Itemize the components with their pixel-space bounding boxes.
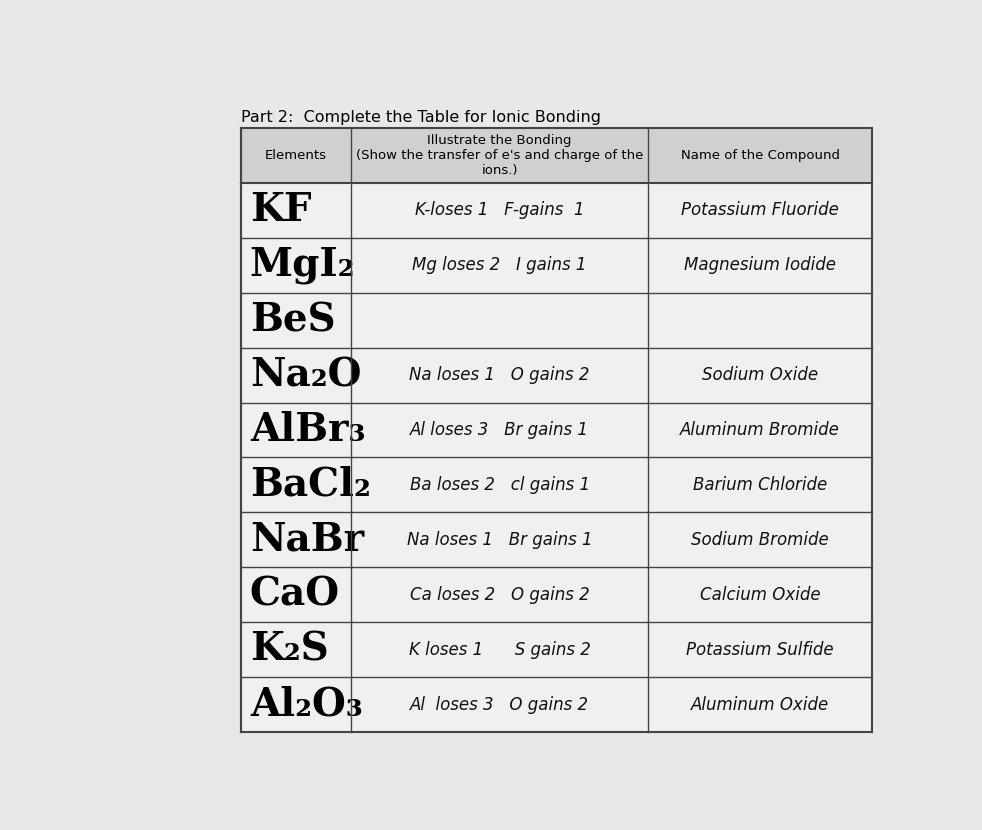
Text: Ba loses 2   cl gains 1: Ba loses 2 cl gains 1 [409, 476, 590, 494]
Text: Mg loses 2   I gains 1: Mg loses 2 I gains 1 [412, 256, 587, 274]
Text: AlBr₃: AlBr₃ [249, 411, 365, 449]
Text: Na₂O: Na₂O [249, 356, 361, 394]
Text: Part 2:  Complete the Table for Ionic Bonding: Part 2: Complete the Table for Ionic Bon… [241, 110, 601, 125]
Text: Na loses 1   Br gains 1: Na loses 1 Br gains 1 [407, 531, 592, 549]
FancyBboxPatch shape [241, 677, 872, 732]
Text: Potassium Fluoride: Potassium Fluoride [682, 201, 840, 219]
Text: BaCl₂: BaCl₂ [249, 466, 371, 504]
Text: NaBr: NaBr [249, 521, 364, 559]
Text: BeS: BeS [249, 301, 336, 339]
Text: Calcium Oxide: Calcium Oxide [700, 586, 821, 604]
Text: Al loses 3   Br gains 1: Al loses 3 Br gains 1 [410, 421, 589, 439]
Text: Potassium Sulfide: Potassium Sulfide [686, 641, 834, 659]
Text: K loses 1      S gains 2: K loses 1 S gains 2 [409, 641, 590, 659]
Text: K₂S: K₂S [249, 631, 329, 669]
Text: Sodium Oxide: Sodium Oxide [702, 366, 818, 384]
Text: MgI₂: MgI₂ [249, 247, 355, 284]
Text: CaO: CaO [249, 576, 340, 614]
FancyBboxPatch shape [241, 293, 872, 348]
Text: Aluminum Oxide: Aluminum Oxide [691, 696, 830, 714]
Text: Sodium Bromide: Sodium Bromide [691, 531, 829, 549]
Text: Magnesium Iodide: Magnesium Iodide [684, 256, 837, 274]
Text: Barium Chloride: Barium Chloride [693, 476, 828, 494]
FancyBboxPatch shape [241, 348, 872, 403]
Text: KF: KF [249, 191, 311, 229]
FancyBboxPatch shape [241, 237, 872, 293]
FancyBboxPatch shape [241, 403, 872, 457]
Text: Illustrate the Bonding
(Show the transfer of e's and charge of the
ions.): Illustrate the Bonding (Show the transfe… [356, 134, 643, 177]
FancyBboxPatch shape [241, 457, 872, 512]
Text: Al  loses 3   O gains 2: Al loses 3 O gains 2 [410, 696, 589, 714]
Text: Na loses 1   O gains 2: Na loses 1 O gains 2 [409, 366, 590, 384]
Text: Elements: Elements [265, 149, 327, 162]
FancyBboxPatch shape [241, 512, 872, 568]
Text: Aluminum Bromide: Aluminum Bromide [681, 421, 841, 439]
Text: K-loses 1   F-gains  1: K-loses 1 F-gains 1 [415, 201, 584, 219]
Text: Ca loses 2   O gains 2: Ca loses 2 O gains 2 [409, 586, 589, 604]
Text: Name of the Compound: Name of the Compound [681, 149, 840, 162]
FancyBboxPatch shape [241, 568, 872, 622]
Text: Al₂O₃: Al₂O₃ [249, 686, 362, 724]
FancyBboxPatch shape [241, 129, 872, 183]
FancyBboxPatch shape [241, 183, 872, 237]
FancyBboxPatch shape [241, 622, 872, 677]
